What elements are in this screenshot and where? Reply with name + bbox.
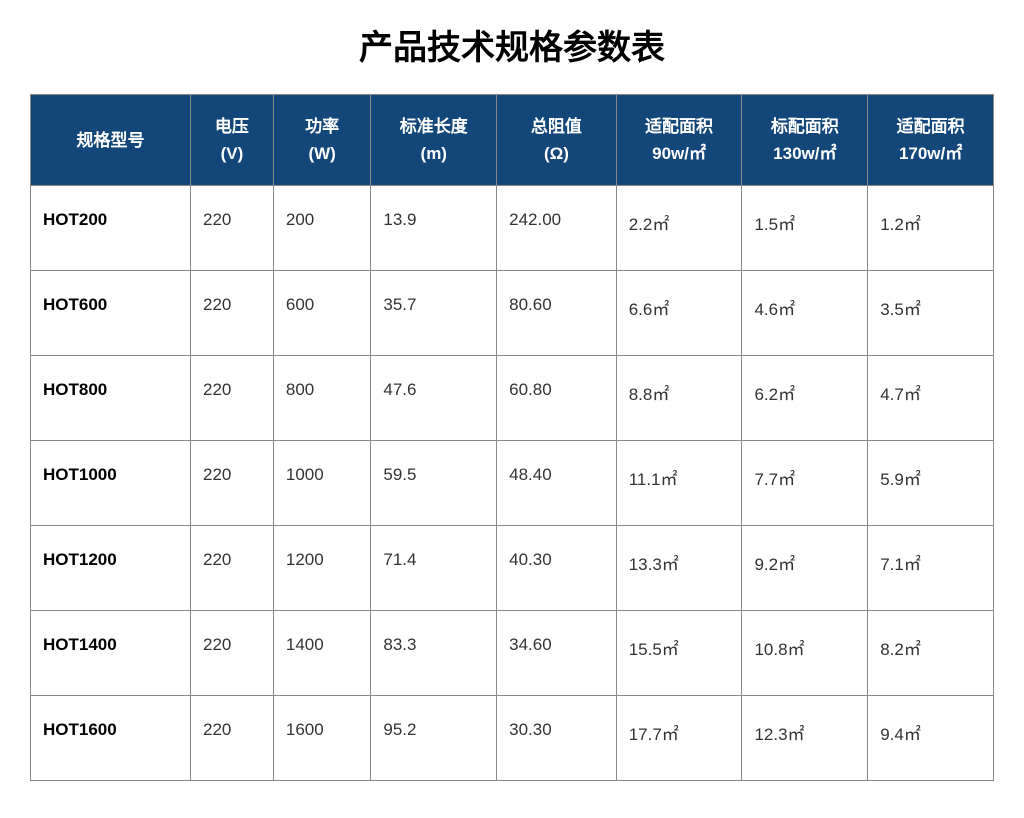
- table-cell: 1200: [273, 526, 371, 611]
- table-cell: 800: [273, 356, 371, 441]
- table-cell: 10.8㎡: [742, 611, 868, 696]
- table-cell: 12.3㎡: [742, 696, 868, 781]
- table-cell: 9.4㎡: [868, 696, 994, 781]
- table-cell: 4.6㎡: [742, 271, 868, 356]
- table-cell: 1400: [273, 611, 371, 696]
- table-cell: 71.4: [371, 526, 497, 611]
- table-cell: 35.7: [371, 271, 497, 356]
- table-cell: 600: [273, 271, 371, 356]
- table-cell: 220: [191, 186, 274, 271]
- table-cell: 1600: [273, 696, 371, 781]
- table-cell: 7.7㎡: [742, 441, 868, 526]
- col-header-area90: 适配面积 90w/㎡: [616, 95, 742, 186]
- table-cell: 1.2㎡: [868, 186, 994, 271]
- table-cell: HOT1200: [31, 526, 191, 611]
- table-cell: 40.30: [497, 526, 617, 611]
- table-cell: 8.2㎡: [868, 611, 994, 696]
- table-cell: HOT600: [31, 271, 191, 356]
- table-cell: HOT200: [31, 186, 191, 271]
- spec-table: 规格型号 电压 (V) 功率 (W) 标准长度 (m) 总阻值 (Ω) 适配面积: [30, 94, 994, 781]
- table-cell: 9.2㎡: [742, 526, 868, 611]
- col-header-voltage: 电压 (V): [191, 95, 274, 186]
- table-cell: 15.5㎡: [616, 611, 742, 696]
- table-cell: 60.80: [497, 356, 617, 441]
- table-row: HOT1200220120071.440.3013.3㎡9.2㎡7.1㎡: [31, 526, 994, 611]
- table-header-row: 规格型号 电压 (V) 功率 (W) 标准长度 (m) 总阻值 (Ω) 适配面积: [31, 95, 994, 186]
- table-row: HOT1000220100059.548.4011.1㎡7.7㎡5.9㎡: [31, 441, 994, 526]
- table-cell: 242.00: [497, 186, 617, 271]
- table-row: HOT20022020013.9242.002.2㎡1.5㎡1.2㎡: [31, 186, 994, 271]
- col-header-area130: 标配面积 130w/㎡: [742, 95, 868, 186]
- table-cell: 7.1㎡: [868, 526, 994, 611]
- table-row: HOT1400220140083.334.6015.5㎡10.8㎡8.2㎡: [31, 611, 994, 696]
- table-cell: 30.30: [497, 696, 617, 781]
- table-cell: 5.9㎡: [868, 441, 994, 526]
- table-cell: 13.3㎡: [616, 526, 742, 611]
- col-header-length: 标准长度 (m): [371, 95, 497, 186]
- table-cell: 17.7㎡: [616, 696, 742, 781]
- table-cell: 220: [191, 611, 274, 696]
- page-title: 产品技术规格参数表: [30, 20, 994, 69]
- table-cell: 220: [191, 526, 274, 611]
- col-header-area170: 适配面积 170w/㎡: [868, 95, 994, 186]
- table-row: HOT80022080047.660.808.8㎡6.2㎡4.7㎡: [31, 356, 994, 441]
- table-cell: 200: [273, 186, 371, 271]
- table-cell: 8.8㎡: [616, 356, 742, 441]
- table-cell: 4.7㎡: [868, 356, 994, 441]
- table-cell: 95.2: [371, 696, 497, 781]
- table-row: HOT1600220160095.230.3017.7㎡12.3㎡9.4㎡: [31, 696, 994, 781]
- table-cell: 34.60: [497, 611, 617, 696]
- table-body: HOT20022020013.9242.002.2㎡1.5㎡1.2㎡HOT600…: [31, 186, 994, 781]
- table-row: HOT60022060035.780.606.6㎡4.6㎡3.5㎡: [31, 271, 994, 356]
- table-cell: 6.2㎡: [742, 356, 868, 441]
- table-cell: 11.1㎡: [616, 441, 742, 526]
- table-cell: 220: [191, 271, 274, 356]
- table-cell: 1000: [273, 441, 371, 526]
- table-cell: 220: [191, 356, 274, 441]
- col-header-resistance: 总阻值 (Ω): [497, 95, 617, 186]
- table-cell: 80.60: [497, 271, 617, 356]
- table-cell: HOT1400: [31, 611, 191, 696]
- table-cell: HOT800: [31, 356, 191, 441]
- table-cell: 220: [191, 696, 274, 781]
- col-header-power: 功率 (W): [273, 95, 371, 186]
- table-cell: 48.40: [497, 441, 617, 526]
- table-cell: 1.5㎡: [742, 186, 868, 271]
- table-cell: 220: [191, 441, 274, 526]
- table-cell: 2.2㎡: [616, 186, 742, 271]
- table-cell: HOT1600: [31, 696, 191, 781]
- table-cell: HOT1000: [31, 441, 191, 526]
- table-cell: 47.6: [371, 356, 497, 441]
- table-cell: 3.5㎡: [868, 271, 994, 356]
- table-cell: 83.3: [371, 611, 497, 696]
- table-cell: 6.6㎡: [616, 271, 742, 356]
- table-cell: 59.5: [371, 441, 497, 526]
- col-header-model: 规格型号: [31, 95, 191, 186]
- table-cell: 13.9: [371, 186, 497, 271]
